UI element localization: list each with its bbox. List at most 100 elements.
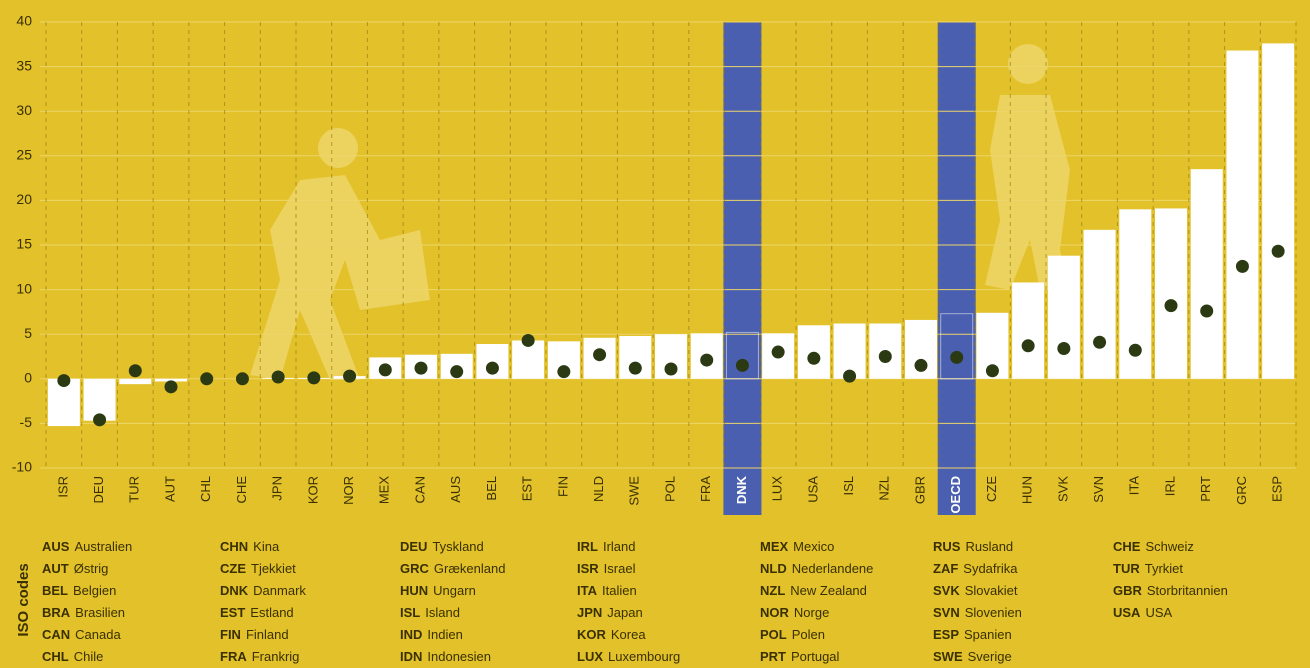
iso-code: AUT [42,561,69,576]
country-name: Belgien [73,583,116,598]
iso-code: DNK [220,583,249,598]
iso-code: GRC [400,561,430,576]
dot [593,348,607,362]
iso-code: ISR [577,561,599,576]
legend-entry: USA USA [1113,605,1173,620]
x-tick-label: POL [662,476,677,502]
bar [1262,43,1295,379]
legend-entry: EST Estland [220,605,294,620]
dot [307,371,321,385]
legend-entry: CZE Tjekkiet [220,561,296,576]
bar [1190,169,1223,379]
dot [628,361,642,375]
country-name: Luxembourg [608,649,680,664]
country-name: Nederlandene [792,561,874,576]
dot [485,361,499,375]
legend-entry: DNK Danmark [220,583,306,598]
country-name: Norge [794,605,829,620]
legend-entry: JPN Japan [577,605,643,620]
x-tick-label: ESP [1270,476,1285,502]
legend-entry: CHN Kina [220,539,280,554]
legend-entry: CAN Canada [42,627,121,642]
country-name: Kina [253,539,280,554]
dot [343,369,357,383]
iso-code: CHL [42,649,69,664]
x-tick-label: BEL [484,476,499,501]
iso-code: MEX [760,539,789,554]
iso-code: ZAF [933,561,958,576]
x-tick-label: IRL [1162,476,1177,496]
legend-entry: ITA Italien [577,583,637,598]
bar [1155,208,1187,379]
x-tick-label: SVN [1091,476,1106,503]
dot [1093,335,1107,349]
iso-code: KOR [577,627,607,642]
legend-entry: POL Polen [760,627,825,642]
x-tick-label: CZE [984,476,999,502]
x-tick-label: DNK [734,475,749,504]
x-tick-label: EST [520,476,535,501]
legend-entry: IRL Irland [577,539,635,554]
legend-entry: AUS Australien [42,539,132,554]
iso-code: BEL [42,583,68,598]
country-name: Mexico [793,539,834,554]
x-tick-label: USA [805,476,820,503]
legend-entry: NOR Norge [760,605,829,620]
iso-code: PRT [760,649,786,664]
country-name: Rusland [965,539,1013,554]
x-tick-label: CAN [412,476,427,503]
iso-code: SWE [933,649,963,664]
highlight-column [723,22,762,515]
x-tick-label: ISL [841,476,856,496]
country-name: Portugal [791,649,840,664]
dot [414,361,428,375]
bar [1012,282,1045,379]
legend-entry: GRC Grækenland [400,561,505,576]
y-tick-label: 40 [16,13,32,29]
x-tick-label: HUN [1020,476,1035,504]
dot [200,372,214,386]
iso-code: BRA [42,605,71,620]
legend-entry: IDN Indonesien [400,649,491,664]
iso-code: DEU [400,539,427,554]
legend-entry: LUX Luxembourg [577,649,680,664]
country-name: Brasilien [75,605,125,620]
country-name: Tjekkiet [251,561,296,576]
dot [807,351,821,365]
legend-entry: BRA Brasilien [42,605,125,620]
iso-code: ESP [933,627,959,642]
x-tick-label: FIN [555,476,570,497]
x-tick-label: SWE [627,476,642,506]
dot [878,350,892,363]
iso-code: GBR [1113,583,1143,598]
x-tick-label: NOR [341,476,356,505]
country-name: Tyrkiet [1145,561,1184,576]
x-tick-label: MEX [377,476,392,505]
x-tick-label: LUX [770,476,785,502]
country-name: Indonesien [427,649,491,664]
legend-entry: SVK Slovakiet [933,583,1018,598]
legend-entry: PRT Portugal [760,649,840,664]
iso-code: FIN [220,627,241,642]
dot [914,358,928,372]
iso-code: IND [400,627,422,642]
bar [155,378,187,382]
y-tick-label: -10 [12,459,32,475]
iso-code: POL [760,627,787,642]
dot [950,350,964,364]
iso-code: SVN [933,605,960,620]
iso-code: NZL [760,583,785,598]
iso-code: LUX [577,649,603,664]
iso-code: CZE [220,561,246,576]
legend-entry: ISL Island [400,605,460,620]
iso-code: ISL [400,605,420,620]
x-tick-label: GBR [912,476,927,504]
dot [1057,341,1071,355]
x-tick-label: FRA [698,476,713,502]
legend-entry: RUS Rusland [933,539,1013,554]
iso-code: IDN [400,649,422,664]
iso-code: CHN [220,539,248,554]
legend-entry: CHE Schweiz [1113,539,1194,554]
legend-entry: FIN Finland [220,627,289,642]
